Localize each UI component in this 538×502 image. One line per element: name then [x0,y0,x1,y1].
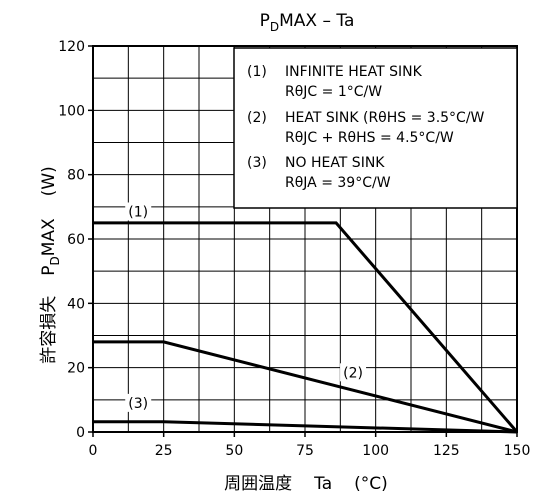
x-tick-label: 50 [225,443,243,459]
x-tick-label: 125 [433,443,460,459]
x-tick-label: 75 [296,443,314,459]
y-tick-label: 120 [58,39,85,55]
y-tick-label: 100 [58,103,85,119]
series-line-2 [93,340,518,434]
legend-entry-2-line1: HEAT SINK (RθHS = 3.5°C/W [285,110,485,126]
x-axis-label-var: Ta [313,474,332,494]
x-tick-label: 0 [89,443,98,459]
series-label-3: (3) [128,396,148,412]
y-tick-label: 80 [67,168,85,184]
legend-entry-3-line2: RθJA = 39°C/W [285,175,391,191]
series [93,221,519,434]
legend-entry-3-line1: NO HEAT SINK [285,155,385,171]
legend-entry-3-number: (3) [247,155,267,171]
legend-entry-1-number: (1) [247,64,267,80]
legend-entry-1-line2: RθJC = 1°C/W [285,84,382,100]
x-axis-label-unit: (°C) [354,474,388,494]
y-tick-label: 20 [67,361,85,377]
series-label-bg-3 [125,393,152,412]
y-tick-label: 40 [67,296,85,312]
y-axis-label-main: P [39,266,59,276]
y-axis-label-rest: MAX [39,218,59,256]
chart-title-main: P [260,11,270,31]
x-tick-label: 25 [155,443,173,459]
series-label-bg-2 [340,363,367,382]
x-tick-label: 100 [362,443,389,459]
series-line-3 [93,420,518,434]
y-tick-label: 60 [67,232,85,248]
legend-entry-2: (2) HEAT SINK (RθHS = 3.5°C/W RθJC + RθH… [247,110,485,146]
chart-title-sub: D [270,20,279,34]
y-axis-label-sub: D [48,256,62,265]
y-axis-label-prefix: 許容損失 [39,296,59,364]
tick-labels: 0 25 50 75 100 125 150 0 20 40 60 80 100 120 [58,39,530,459]
series-label-1: (1) [128,204,148,220]
legend: (1) INFINITE HEAT SINK RθJC = 1°C/W (2) … [233,47,518,209]
series-label-2: (2) [343,365,363,381]
y-tick-label: 0 [76,425,85,441]
x-axis-label: 周囲温度 Ta (°C) [224,474,388,494]
x-tick-label: 150 [504,443,531,459]
legend-entry-1: (1) INFINITE HEAT SINK RθJC = 1°C/W [247,64,423,100]
chart-title-rest: MAX – Ta [279,11,354,31]
series-label-bg-1 [125,202,152,221]
legend-box [233,47,518,209]
series-line-1 [93,221,519,433]
legend-entry-2-line2: RθJC + RθHS = 4.5°C/W [285,130,454,146]
y-axis-label: 許容損失 PDMAX (W) [39,166,62,364]
legend-entry-3: (3) NO HEAT SINK RθJA = 39°C/W [247,155,391,191]
series-labels: (1) (2) (3) [125,202,367,412]
legend-entry-2-number: (2) [247,110,267,126]
chart-title: PDMAX – Ta [260,11,355,34]
legend-entry-1-line1: INFINITE HEAT SINK [285,64,423,80]
y-axis-label-unit: (W) [39,166,59,196]
x-axis-label-prefix: 周囲温度 [224,474,292,494]
